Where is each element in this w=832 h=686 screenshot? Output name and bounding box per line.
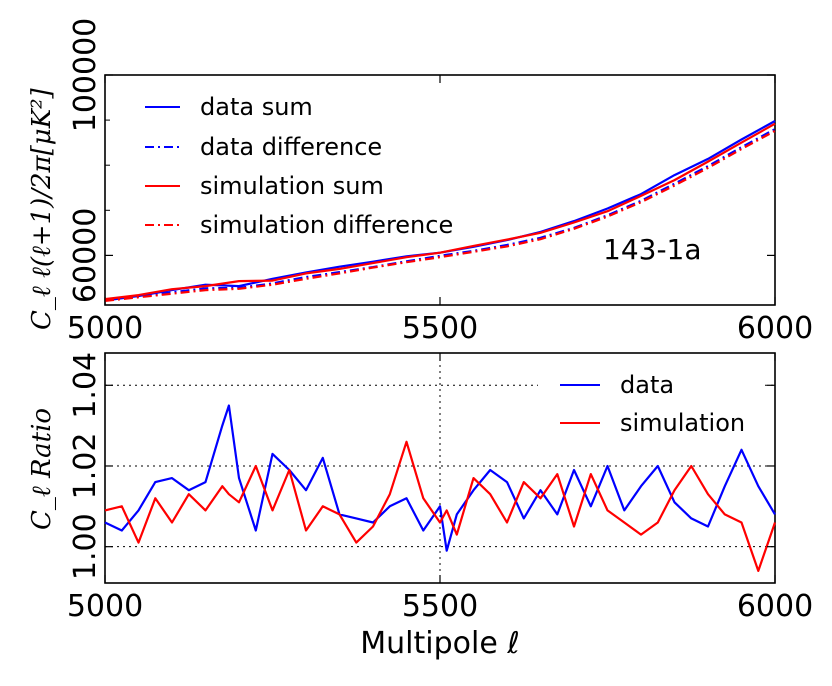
- bottom-legend-background: [538, 368, 763, 442]
- bottom-panel: 5000 5500 6000 1.00 1.02 1.04 data simulation…: [27, 352, 813, 661]
- y-tick-label: 1.00: [68, 513, 103, 580]
- x-tick-label: 5000: [67, 589, 143, 624]
- x-tick-label: 6000: [737, 589, 813, 624]
- legend-label-data: data: [620, 371, 674, 399]
- top-series-group: [104, 120, 776, 302]
- legend-label-simulation: simulation: [620, 409, 745, 437]
- y-tick-label: 60000: [68, 208, 103, 303]
- bottom-legend: data simulation: [538, 368, 763, 442]
- series-line-simulation-sum: [104, 122, 776, 301]
- bottom-axis-ticks: 5000 5500 6000 1.00 1.02 1.04: [67, 352, 813, 624]
- series-line-simulation-difference: [104, 129, 776, 302]
- legend-label-simulation-difference: simulation difference: [200, 211, 453, 239]
- legend-label-simulation-sum: simulation sum: [200, 172, 384, 200]
- x-tick-label: 5500: [402, 311, 478, 346]
- bottom-series-group: [104, 404, 777, 573]
- x-axis-label: Multipole ℓ: [360, 626, 519, 661]
- x-tick-label: 6000: [737, 311, 813, 346]
- y-tick-label: 1.02: [68, 433, 103, 500]
- x-tick-label: 5000: [67, 311, 143, 346]
- series-line-data: [104, 404, 776, 552]
- legend-label-data-difference: data difference: [200, 133, 382, 161]
- y-tick-label: 100000: [68, 18, 103, 133]
- x-tick-label: 5500: [402, 589, 478, 624]
- top-y-axis-label: C_ℓ ℓ(ℓ+1)/2π[μK²]: [27, 87, 57, 330]
- top-axis-ticks: 5000 5500 6000 60000 100000: [67, 18, 813, 346]
- series-line-simulation: [104, 440, 777, 573]
- bottom-y-axis-label: C_ℓ Ratio: [27, 408, 57, 530]
- series-line-data-difference: [104, 128, 776, 302]
- legend-label-data-sum: data sum: [200, 93, 313, 121]
- top-legend: data sum data difference simulation sum …: [145, 93, 453, 239]
- top-panel: 5000 5500 6000 60000 100000 data sum data di…: [27, 18, 813, 346]
- y-tick-label: 1.04: [68, 352, 103, 419]
- panel-annotation: 143-1a: [603, 233, 702, 266]
